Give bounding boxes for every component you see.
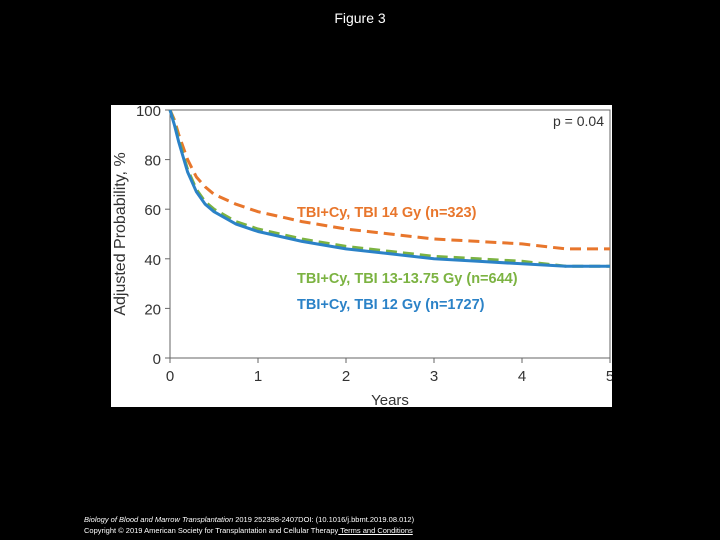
series-label-1: TBI+Cy, TBI 14 Gy (n=323) (297, 205, 477, 221)
y-tick-label: 20 (144, 301, 161, 318)
y-tick-label: 40 (144, 252, 161, 269)
p-value-annotation: p = 0.04 (553, 113, 604, 129)
chart-labels: TBI+Cy, TBI 14 Gy (n=323) TBI+Cy, TBI 13-… (297, 113, 604, 313)
y-tick-label: 0 (153, 351, 161, 368)
y-tick-label: 100 (136, 105, 161, 120)
series-label-2: TBI+Cy, TBI 13-13.75 Gy (n=644) (297, 271, 518, 287)
x-tick-label: 1 (254, 368, 262, 385)
y-tick-label: 80 (144, 153, 161, 170)
x-axis-label: Years (371, 392, 409, 407)
series-line-2 (168, 109, 610, 268)
copyright-text: Copyright © 2019 American Society for Tr… (84, 526, 339, 535)
x-tick-label: 0 (166, 368, 174, 385)
x-tick-label: 3 (430, 368, 438, 385)
series-label-3: TBI+Cy, TBI 12 Gy (n=1727) (297, 297, 485, 313)
terms-and-conditions-link[interactable]: Terms and Conditions (338, 526, 413, 535)
chart-axes: 0 20 40 60 80 100 0 1 2 3 4 5 Years Adjusted Probabil… (112, 105, 612, 407)
y-axis-label: Adjusted Probability, % (112, 152, 129, 315)
x-tick-label: 5 (606, 368, 612, 385)
y-tick-label: 60 (144, 202, 161, 219)
journal-name: Biology of Blood and Marrow Transplantat… (84, 515, 234, 524)
citation-source-line: Biology of Blood and Marrow Transplantat… (84, 514, 414, 525)
citation: Biology of Blood and Marrow Transplantat… (84, 514, 414, 536)
citation-copyright-line: Copyright © 2019 American Society for Tr… (84, 525, 414, 536)
x-tick-label: 2 (342, 368, 350, 385)
survival-chart: 0 20 40 60 80 100 0 1 2 3 4 5 Years Adjusted Probabil… (112, 105, 612, 407)
slide-title: Figure 3 (334, 10, 386, 26)
chart-series (168, 109, 610, 268)
x-tick-label: 4 (518, 368, 526, 385)
citation-details: 2019 252398-2407DOI: (10.1016/j.bbmt.201… (233, 515, 415, 524)
figure-panel: 0 20 40 60 80 100 0 1 2 3 4 5 Years Adjusted Probabil… (111, 105, 612, 407)
series-line-3 (168, 109, 610, 268)
plot-frame (169, 109, 611, 359)
series-line-1 (168, 109, 610, 251)
